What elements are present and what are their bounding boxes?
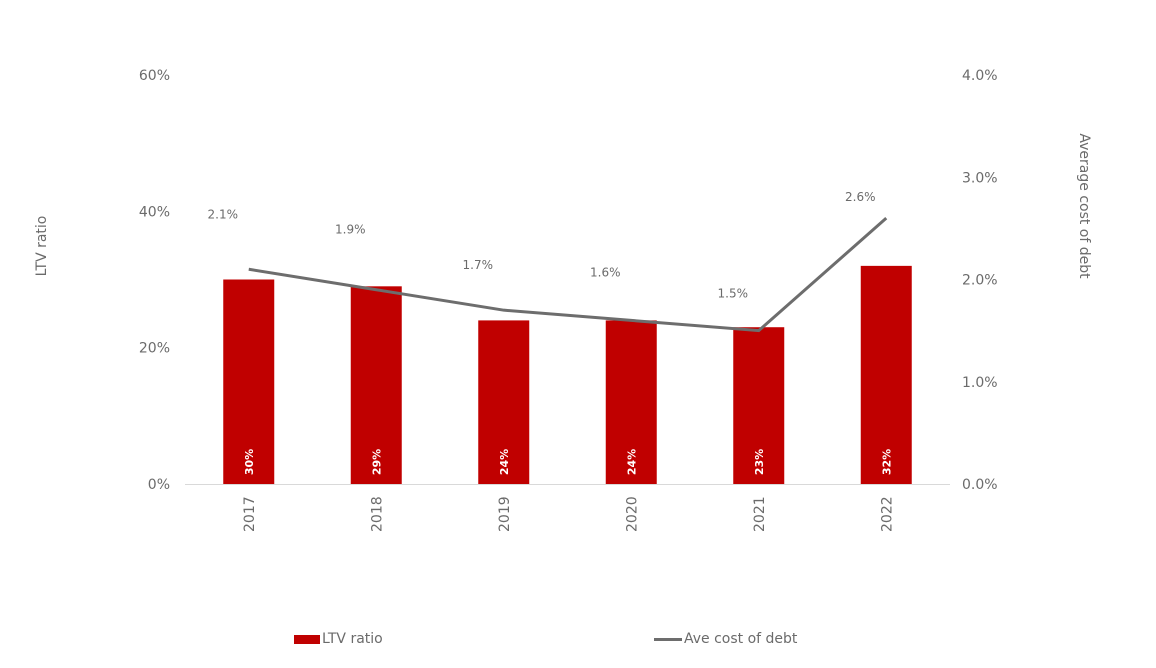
cost-of-debt-label: 1.7% xyxy=(463,258,494,272)
legend-cost-label: Ave cost of debt xyxy=(684,631,798,647)
ltv-bar-labels: 30% 29% 24% 24% 23% 32% xyxy=(243,449,894,475)
right-tick-label: 3.0% xyxy=(962,170,998,186)
right-tick-label: 0.0% xyxy=(962,477,998,493)
right-axis-ticks: 0.0% 1.0% 2.0% 3.0% 4.0% xyxy=(962,68,998,493)
x-tick-label: 2022 xyxy=(879,496,895,532)
cost-of-debt-line xyxy=(248,217,888,333)
x-tick-label: 2020 xyxy=(624,496,640,532)
ltv-bars xyxy=(223,265,912,484)
legend-cost-swatch xyxy=(654,637,682,641)
x-axis-ticks: 2017 2018 2019 2020 2021 2022 xyxy=(242,496,896,532)
x-tick-label: 2017 xyxy=(242,496,258,532)
ltv-bar-label: 30% xyxy=(243,449,256,475)
legend-ltv-label: LTV ratio xyxy=(322,631,383,647)
ltv-bar-label: 29% xyxy=(370,449,383,475)
x-tick-label: 2021 xyxy=(752,496,768,532)
ltv-bar xyxy=(223,279,275,484)
x-tick-label: 2018 xyxy=(369,496,385,532)
left-axis-ticks: 0% 20% 40% 60% xyxy=(139,68,170,493)
left-tick-label: 60% xyxy=(139,68,170,84)
right-tick-label: 4.0% xyxy=(962,68,998,84)
legend-ltv-swatch xyxy=(294,634,320,644)
ltv-bar-label: 23% xyxy=(753,449,766,475)
legend-cost: Ave cost of debt xyxy=(654,629,797,649)
right-tick-label: 2.0% xyxy=(962,273,998,289)
right-tick-label: 1.0% xyxy=(962,375,998,391)
cost-of-debt-label: 2.6% xyxy=(845,190,876,204)
ltv-bar-label: 32% xyxy=(880,449,893,475)
right-axis-title: Average cost of debt xyxy=(1076,133,1092,279)
ltv-bar xyxy=(478,320,530,484)
ltv-bar xyxy=(350,286,402,484)
ltv-bar xyxy=(733,327,785,484)
legend-ltv: LTV ratio xyxy=(294,629,383,649)
left-axis-title: LTV ratio xyxy=(34,216,50,277)
left-tick-label: 0% xyxy=(148,477,170,493)
x-tick-label: 2019 xyxy=(497,496,513,532)
cost-of-debt-label: 1.6% xyxy=(590,265,621,279)
ltv-bar-label: 24% xyxy=(625,449,638,475)
cost-of-debt-label: 1.5% xyxy=(718,287,749,301)
ltv-bar xyxy=(860,265,912,484)
ltv-bar xyxy=(605,320,657,484)
left-tick-label: 40% xyxy=(139,204,170,220)
left-tick-label: 20% xyxy=(139,341,170,357)
cost-of-debt-label: 2.1% xyxy=(208,207,239,221)
cost-of-debt-label: 1.9% xyxy=(335,223,366,237)
ltv-bar-label: 24% xyxy=(498,449,511,475)
cost-of-debt-labels: 2.1% 1.9% 1.7% 1.6% 1.5% 2.6% xyxy=(208,190,876,300)
